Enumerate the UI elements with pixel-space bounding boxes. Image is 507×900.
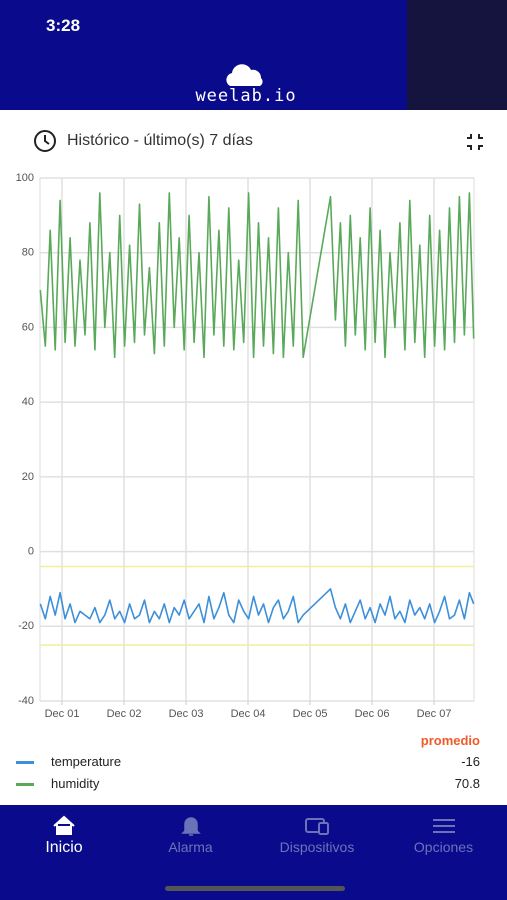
nav-label: Dispositivos [279, 839, 355, 855]
y-tick-label: 0 [28, 545, 34, 557]
nav-label: Inicio [45, 839, 83, 856]
series-line [39, 588, 475, 624]
nav-tab[interactable]: Opciones [389, 805, 499, 875]
nav-tab[interactable]: Dispositivos [262, 805, 372, 875]
x-tick-label: Dec 01 [45, 708, 80, 720]
collapse-icon[interactable] [466, 133, 484, 151]
cloud-logo [226, 64, 263, 86]
nav-icon [180, 817, 201, 836]
x-tick-label: Dec 05 [293, 708, 328, 720]
nav-label: Alarma [168, 839, 213, 855]
x-tick-label: Dec 03 [169, 708, 204, 720]
y-tick-label: 40 [22, 396, 34, 408]
legend-key [16, 783, 34, 786]
card-title: Histórico - último(s) 7 días [67, 132, 253, 149]
legend-average: -16 [461, 754, 480, 769]
legend-name: temperature [51, 754, 122, 769]
brand: weelab.io [195, 86, 297, 106]
legend: temperature -16 humidity 70.8 [0, 752, 507, 796]
x-tick-label: Dec 04 [231, 708, 266, 720]
home-indicator [165, 886, 345, 891]
x-tick-label: Dec 07 [417, 708, 452, 720]
legend-row: humidity 70.8 [0, 774, 507, 796]
x-tick-label: Dec 02 [107, 708, 142, 720]
series-line [39, 192, 475, 359]
nav-icon [432, 819, 455, 833]
nav-icon [53, 815, 75, 835]
y-tick-label: 100 [16, 172, 34, 184]
legend-average: 70.8 [454, 776, 480, 791]
x-tick-label: Dec 06 [355, 708, 390, 720]
nav-tab[interactable]: Alarma [136, 805, 246, 875]
status-time: 3:28 [46, 16, 81, 35]
y-tick-label: 60 [22, 321, 34, 333]
bottom-nav: Inicio Alarma Dispositivos Opciones [0, 805, 507, 900]
y-tick-label: -20 [18, 620, 34, 632]
y-tick-label: -40 [18, 695, 34, 707]
y-tick-label: 20 [22, 471, 34, 483]
legend-row: temperature -16 [0, 752, 507, 774]
side-panel [407, 0, 507, 110]
clock-icon [34, 130, 56, 152]
legend-key [16, 761, 34, 764]
nav-label: Opciones [413, 839, 474, 855]
nav-tab[interactable]: Inicio [9, 805, 119, 875]
average-header: promedio [420, 733, 480, 748]
legend-name: humidity [51, 776, 100, 791]
y-tick-label: 80 [22, 247, 34, 259]
chart: -40 -20 0 20 40 60 80 100 Dec 01 Dec 02 Dec 03 Dec … [16, 172, 475, 720]
nav-icon [305, 818, 329, 835]
